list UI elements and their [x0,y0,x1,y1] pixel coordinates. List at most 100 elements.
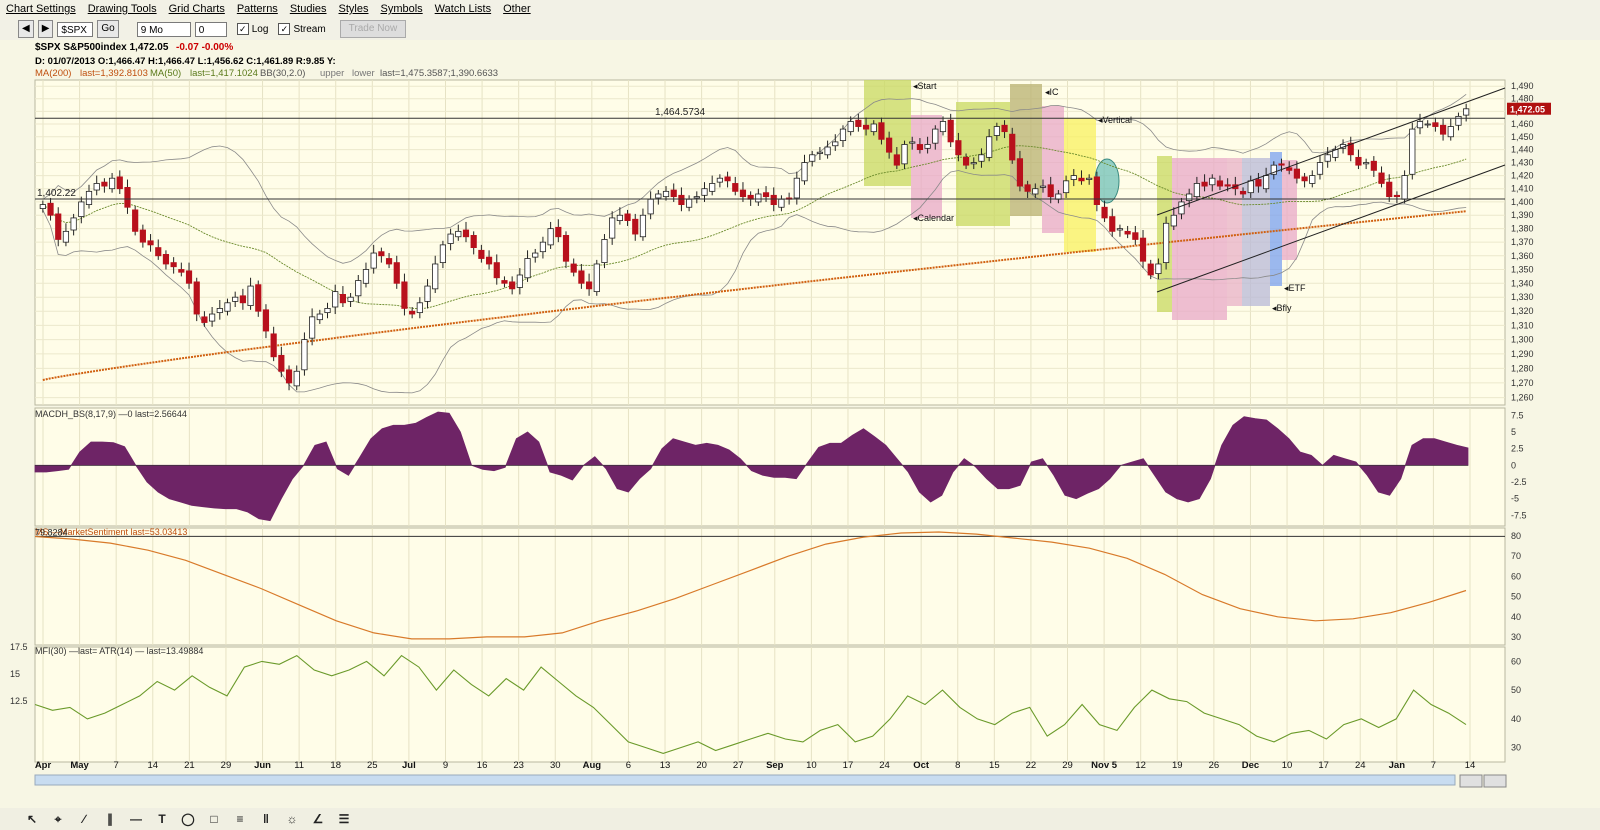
x-tick-label: Oct [913,760,930,771]
candle-body [647,198,654,215]
menu-item-patterns[interactable]: Patterns [236,3,278,15]
list-icon[interactable]: ☰ [338,812,350,826]
candle-body [278,354,285,372]
candle-body [439,244,447,264]
zone-annotation: ◂Vertical [1098,115,1132,125]
candle-body [116,176,123,190]
candle-body [601,239,608,264]
candle-body [362,269,370,284]
candle-body [962,156,970,166]
y-tick-label: 1,400 [1511,197,1534,207]
ellipse-tool-icon[interactable]: ◯ [181,812,195,826]
parallel-lines-icon[interactable]: ∥ [107,812,113,826]
candle-body [78,201,85,217]
pointer-icon[interactable]: ↖ [26,812,38,826]
x-tick-label: 9 [443,760,448,771]
speed-lines-icon[interactable]: ∠ [312,812,324,826]
menu-item-symbols[interactable]: Symbols [380,3,423,15]
reference-line-label: 1,464.5734 [655,107,705,118]
x-tick-label: Apr [35,760,52,771]
candle-body [178,269,185,273]
candle-body [862,124,870,130]
cycle-lines-icon[interactable]: ‖ [263,812,269,826]
mfi-title: MFI(30) —last= ATR(14) — last=13.49884 [35,646,203,656]
candle-body [70,217,77,231]
ms-y-tick: 60 [1511,571,1521,581]
candle-body [316,313,323,321]
log-checkbox[interactable]: ✓ Log [236,23,269,35]
candle-body [1155,263,1162,275]
offset-input[interactable]: 0 [194,21,227,37]
candle-body [355,280,362,297]
log-label: Log [251,23,269,35]
candle-body [293,370,300,387]
x-tick-label: 10 [1282,760,1293,771]
ma50-legend: MA(50) [150,68,181,79]
candle-body [201,316,208,323]
candle-body [1255,179,1262,187]
horizontal-line-icon[interactable]: — [130,812,142,826]
macd-title: MACDH_BS(8,17,9) —0 last=2.56644 [35,409,187,419]
menu-item-watch-lists[interactable]: Watch Lists [434,3,492,15]
checkmark-icon: ✓ [236,23,249,35]
candle-body [609,217,616,239]
atr-y-tick-left: 12.5 [10,696,28,706]
crosshair-icon[interactable]: ⌖ [54,812,62,826]
gann-fan-icon[interactable]: ☼ [286,812,298,826]
candle-body [1301,176,1308,182]
menu-item-studies[interactable]: Studies [289,3,327,15]
y-tick-label: 1,350 [1511,264,1534,274]
candle-body [970,162,977,165]
candle-body [432,263,439,290]
zone-annotation: ◂ETF [1284,283,1306,293]
x-tick-label: 7 [1431,760,1436,771]
candle-body [886,137,893,153]
menu-item-grid-charts[interactable]: Grid Charts [168,3,225,15]
go-button[interactable]: Go [97,20,119,38]
back-arrow-icon[interactable]: ◀ [18,20,34,38]
ms-level-label: 79.8284 [35,527,68,537]
y-tick-label: 1,300 [1511,335,1534,345]
main-price-panel: 1,260 1,270 1,280 1,290 1,300 1,310 1,320 1,330… [34,79,1551,406]
candle-body [762,192,770,198]
text-tool-icon[interactable]: T [158,812,166,826]
candle-body [1386,181,1393,198]
chart-header: $SPX S&P500index 1,472.05 -0.07 -0.00% D… [35,42,498,79]
menu-item-drawing-tools[interactable]: Drawing Tools [87,3,157,15]
stream-checkbox[interactable]: ✓ Stream [278,23,326,35]
menu-item-chart-settings[interactable]: Chart Settings [6,3,76,15]
candle-body [1416,121,1424,129]
candle-body [62,230,70,243]
period-select[interactable]: 9 Mo [136,21,191,37]
candle-body [909,141,916,144]
mfi-y-tick-right: 50 [1511,685,1521,695]
candle-body [370,252,377,269]
x-tick-label: 17 [843,760,854,771]
trade-now-button[interactable]: Trade Now [339,20,407,38]
x-tick-label: 26 [1209,760,1220,771]
ma50-line [42,145,1467,310]
candle-body [893,154,900,166]
x-tick-label: 27 [733,760,744,771]
line-tool-icon[interactable]: ∕ [82,812,85,826]
candle-body [585,281,593,290]
menu-item-other[interactable]: Other [503,3,531,15]
x-tick-label: 11 [294,760,304,771]
highlight-zone [1227,158,1242,306]
rectangle-tool-icon[interactable]: □ [210,812,218,826]
candle-body [1062,180,1070,194]
x-tick-label: 8 [955,760,960,771]
x-tick-label: 21 [184,760,195,771]
ms-line [34,531,1467,640]
menu-item-styles[interactable]: Styles [338,3,369,15]
mfi-line [34,654,1467,754]
bb-legend: BB(30,2.0) [260,68,305,79]
y-tick-label: 1,320 [1511,306,1534,316]
candle-body [1193,183,1200,198]
symbol-input[interactable]: $SPX [57,21,94,37]
fibonacci-icon[interactable]: ≡ [236,812,244,826]
candle-body [924,144,931,149]
ms-plot-area [34,527,1506,646]
forward-arrow-icon[interactable]: ▶ [37,20,54,38]
bb-lower-line [42,170,1467,394]
